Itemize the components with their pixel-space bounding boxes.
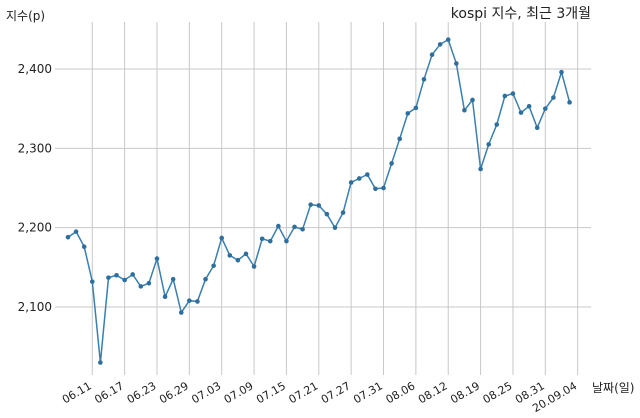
data-point [227, 253, 233, 258]
data-point [567, 100, 572, 105]
data-point [259, 236, 265, 242]
data-point [162, 294, 168, 299]
data-point [332, 225, 338, 230]
data-point [308, 202, 314, 207]
y-tick-labels: 2,100 2,200 2,300 2,400 [18, 62, 52, 314]
data-point [462, 107, 467, 113]
data-point [340, 210, 346, 215]
data-point [138, 284, 144, 289]
x-tick-label: 06.29 [157, 379, 191, 406]
data-point [348, 180, 354, 185]
data-point [106, 275, 111, 280]
x-tick-label: 07.21 [287, 379, 321, 406]
series-kospi [65, 37, 572, 365]
data-point [73, 229, 79, 234]
data-point [65, 234, 71, 240]
data-point [154, 256, 160, 261]
data-point [122, 277, 127, 283]
data-point [389, 161, 394, 166]
data-point [421, 77, 427, 82]
data-point [89, 279, 95, 284]
data-point [510, 91, 516, 96]
data-point [292, 224, 297, 230]
x-tick-label: 06.11 [60, 379, 94, 406]
data-point [251, 264, 257, 269]
data-point [559, 69, 564, 75]
data-point [219, 235, 225, 241]
data-point [413, 105, 419, 111]
data-point [397, 136, 402, 142]
data-point [267, 238, 273, 244]
data-point [445, 37, 451, 42]
data-point [494, 122, 500, 127]
data-point [284, 238, 289, 244]
data-point [170, 276, 176, 282]
data-point [502, 93, 508, 99]
x-tick-label: 07.03 [189, 379, 223, 406]
x-tick-label: 06.23 [125, 379, 159, 406]
data-point [203, 276, 208, 282]
x-tick-label: 07.27 [319, 379, 353, 406]
data-point [405, 111, 411, 116]
data-point [373, 186, 378, 192]
data-point [276, 223, 281, 229]
y-tick-label: 2,200 [18, 221, 52, 235]
x-tick-label: 08.06 [384, 379, 418, 406]
y-tick-label: 2,300 [18, 141, 52, 155]
data-point [324, 211, 330, 217]
grid-layer [55, 22, 591, 375]
data-point [178, 310, 184, 315]
data-point [551, 95, 556, 100]
x-tick-label: 08.12 [416, 379, 450, 406]
data-point [81, 244, 87, 250]
data-point [243, 251, 249, 257]
x-tick-label: 07.15 [254, 379, 288, 406]
data-point [365, 172, 370, 177]
y-tick-label: 2,100 [18, 300, 52, 314]
data-point [146, 280, 152, 286]
x-tick-label: 07.09 [222, 379, 256, 406]
data-point [114, 272, 119, 278]
data-point [437, 42, 443, 47]
x-tick-label: 08.19 [448, 379, 482, 406]
data-point [195, 299, 200, 304]
chart-title: kospi 지수, 최근 3개월 [451, 6, 591, 22]
x-axis-label: 날짜(일) [592, 381, 634, 395]
data-point [235, 257, 241, 263]
y-tick-label: 2,400 [18, 62, 52, 76]
data-point [454, 61, 459, 66]
data-point [381, 185, 386, 191]
data-point [526, 103, 532, 109]
data-point [486, 142, 491, 147]
data-point [211, 263, 216, 269]
data-point [478, 166, 483, 172]
x-tick-labels: 06.1106.1706.2306.2907.0307.0907.1507.21… [60, 379, 579, 415]
data-point [98, 360, 103, 365]
x-tick-label: 08.25 [481, 379, 515, 406]
data-point [356, 176, 362, 181]
data-point [518, 110, 524, 115]
x-tick-label: 07.31 [351, 379, 385, 406]
data-point [130, 272, 136, 277]
data-point [300, 226, 305, 232]
data-point [534, 125, 540, 131]
data-point [470, 97, 475, 103]
data-point [543, 106, 548, 111]
y-axis-label: 지수(p) [6, 9, 45, 23]
data-point [429, 52, 435, 58]
x-tick-label: 06.17 [92, 379, 126, 406]
data-point [316, 203, 322, 208]
data-point [187, 298, 192, 303]
